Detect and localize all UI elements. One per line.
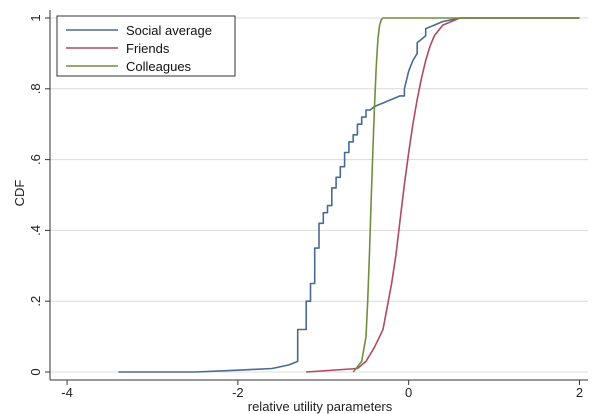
axes bbox=[49, 10, 588, 381]
y-tick-label: 1 bbox=[28, 14, 43, 21]
y-tick-label: .2 bbox=[28, 296, 43, 307]
series-line-colleagues bbox=[352, 17, 580, 373]
series-lines bbox=[118, 17, 580, 373]
y-tick-label: .6 bbox=[28, 154, 43, 165]
x-tick-label: 2 bbox=[576, 385, 583, 400]
y-tick-label: 0 bbox=[28, 368, 43, 375]
x-axis-title: relative utility parameters bbox=[248, 399, 393, 414]
x-tick-label: -4 bbox=[61, 385, 73, 400]
legend-label-colleagues: Colleagues bbox=[126, 59, 192, 74]
series-line-friends bbox=[306, 17, 580, 373]
y-tick-label: .4 bbox=[28, 225, 43, 236]
series-line-social-average bbox=[118, 17, 580, 373]
y-axis-title: CDF bbox=[12, 180, 27, 207]
legend-label-social-average: Social average bbox=[126, 23, 212, 38]
x-tick-label: 0 bbox=[405, 385, 412, 400]
y-tick-label: .8 bbox=[28, 83, 43, 94]
legend: Social average Friends Colleagues bbox=[56, 15, 236, 77]
legend-label-friends: Friends bbox=[126, 41, 170, 56]
ticks: 0 .2 .4 .6 .8 1 -4 -2 0 2 bbox=[28, 14, 583, 400]
x-tick-label: -2 bbox=[232, 385, 244, 400]
